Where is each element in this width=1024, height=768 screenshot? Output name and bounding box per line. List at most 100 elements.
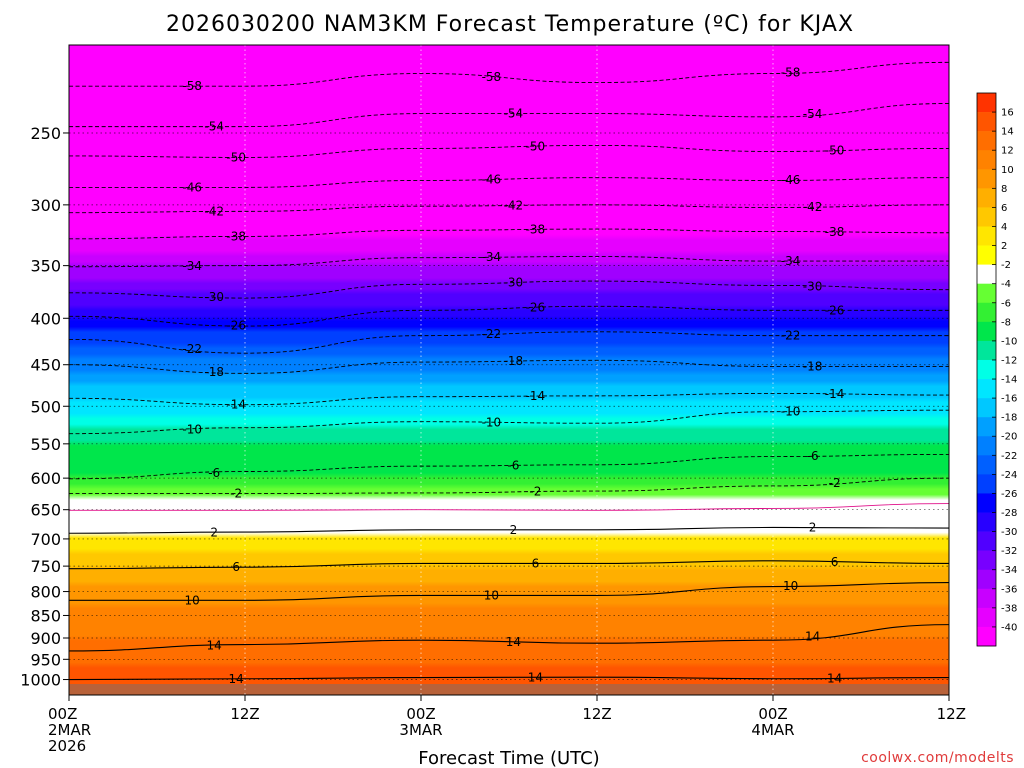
y-tick-label: 600 [30, 469, 61, 488]
contour-label: -14 [526, 389, 546, 403]
contour-label: -42 [803, 200, 823, 214]
colorbar-swatch [977, 398, 996, 418]
colorbar-swatch [977, 302, 996, 323]
credit-text: coolwx.com/modelts [861, 750, 1014, 766]
contour-label: -22 [781, 329, 801, 343]
colorbar-swatch [977, 207, 996, 227]
colorbar-label: -6 [1001, 298, 1011, 309]
colorbar-swatch [977, 417, 996, 437]
y-tick-label: 850 [30, 606, 61, 625]
colorbar-label: -34 [1001, 565, 1017, 576]
contour-label: -10 [482, 415, 502, 429]
contour-label: -46 [781, 173, 801, 187]
y-tick-label: 750 [30, 557, 61, 576]
contour-line-15 [69, 503, 949, 511]
contour-line-16 [69, 526, 949, 534]
y-tick-label: 350 [30, 257, 61, 276]
colorbar-label: -18 [1001, 413, 1017, 424]
y-tick-label: 700 [30, 530, 61, 549]
colorbar-swatch [977, 169, 996, 189]
colorbar-label: -28 [1001, 508, 1017, 519]
contour-label: -2 [529, 485, 541, 499]
colorbar-label: 14 [1001, 127, 1014, 138]
colorbar-label: -12 [1001, 355, 1017, 366]
x-tick-label: 2MAR [48, 721, 91, 739]
contour-line-19 [69, 624, 949, 652]
colorbar-label: 8 [1001, 184, 1007, 195]
colorbar-label: 2 [1001, 241, 1007, 252]
colorbar-swatch [977, 321, 996, 342]
colorbar-swatch [977, 245, 996, 265]
colorbar-swatch [977, 93, 996, 113]
contour-label: -30 [204, 290, 224, 304]
contour-label: -34 [781, 254, 801, 268]
colorbar-swatch [977, 131, 996, 151]
y-tick-label: 950 [30, 650, 61, 669]
colorbar-label: 10 [1001, 165, 1014, 176]
colorbar-label: -30 [1001, 527, 1017, 538]
contour-label: -26 [526, 301, 546, 315]
contour-label: 2 [809, 521, 817, 535]
colorbar-swatch [977, 359, 996, 380]
colorbar-swatch [977, 493, 996, 513]
y-tick-label: 250 [30, 124, 61, 143]
colorbar-swatch [977, 531, 996, 551]
colorbar-label: 6 [1001, 203, 1007, 214]
colorbar-label: 4 [1001, 222, 1007, 233]
x-tick-label: 00Z [758, 705, 787, 723]
colorbar-swatch [977, 150, 996, 170]
contour-label: 14 [827, 671, 842, 685]
y-tick-label: 550 [30, 435, 61, 454]
colorbar-swatch [977, 512, 996, 532]
y-tick-label: 450 [30, 356, 61, 375]
y-tick-label: 500 [30, 397, 61, 416]
colorbar-label: -24 [1001, 470, 1017, 481]
contour-label: -26 [825, 303, 845, 317]
y-axis: 250 300 350 400 450 500 550 600 650 700 750 800 850 9… [20, 124, 69, 690]
y-tick-label: 400 [30, 309, 61, 328]
contour-label: -58 [781, 65, 801, 79]
contour-label: -6 [208, 466, 220, 480]
contour-label: -14 [825, 387, 845, 401]
colorbar-swatch [977, 474, 996, 494]
contour-label: -18 [504, 354, 524, 368]
contour-label: -18 [803, 359, 823, 373]
contour-label: -26 [226, 319, 246, 333]
colorbar-swatch [977, 264, 996, 284]
colorbar-swatch [977, 226, 996, 246]
contour-label: -46 [182, 180, 202, 194]
contour-label: -34 [482, 250, 502, 264]
x-tick-label: 12Z [937, 705, 966, 723]
contour-line-9 [69, 331, 949, 354]
contour-label: -50 [226, 150, 246, 164]
contour-label: -22 [182, 342, 202, 356]
contour-label: -34 [182, 259, 202, 273]
colorbar-label: 12 [1001, 146, 1014, 157]
colorbar-swatch [977, 379, 996, 399]
colorbar-swatch [977, 340, 996, 361]
contour-line-4 [69, 204, 949, 214]
contour-line-5 [69, 228, 949, 240]
contour-label: 14 [229, 672, 244, 686]
colorbar-label: -2 [1001, 260, 1011, 271]
colorbar-swatch [977, 283, 996, 304]
contour-label: -58 [182, 79, 202, 93]
colorbar-swatch [977, 550, 996, 571]
colorbar-label: -38 [1001, 603, 1017, 614]
contour-label: 14 [805, 630, 820, 644]
colorbar-label: -4 [1001, 279, 1011, 290]
contour-label: 14 [506, 635, 521, 649]
grid-lines [69, 45, 949, 695]
colorbar: 16 14 12 10 8 6 4 2 -2 -4 -6 -8 -10 -12 -14 -16 -18 -20 -2… [976, 92, 1017, 647]
contour-label: 6 [831, 555, 839, 569]
x-tick-label: 12Z [582, 705, 611, 723]
contour-label: -46 [482, 172, 502, 186]
contour-label: -54 [803, 107, 823, 121]
colorbar-label: -16 [1001, 394, 1017, 405]
colorbar-swatch [977, 626, 996, 647]
colorbar-frame [976, 92, 997, 647]
contour-line-17 [69, 560, 949, 570]
colorbar-label: 16 [1001, 108, 1014, 119]
contour-label: 14 [207, 639, 222, 653]
